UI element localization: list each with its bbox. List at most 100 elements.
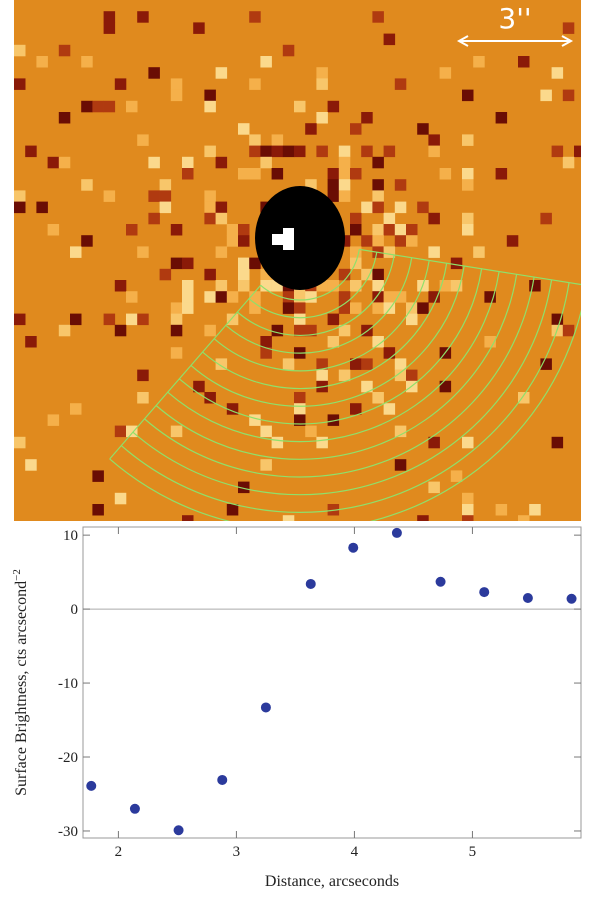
image-pixel — [226, 235, 239, 247]
image-pixel — [316, 145, 328, 158]
image-pixel — [92, 504, 104, 516]
data-point — [522, 593, 533, 604]
image-pixel — [294, 291, 306, 303]
image-pixel — [226, 291, 239, 303]
image-pixel — [372, 268, 384, 281]
image-pixel — [484, 291, 496, 303]
image-pixel — [81, 100, 93, 113]
image-pixel — [25, 459, 37, 471]
image-pixel — [36, 201, 48, 214]
image-pixel — [47, 414, 60, 426]
annulus-arc — [202, 263, 448, 390]
image-pixel — [58, 324, 71, 337]
image-pixel — [114, 492, 127, 505]
image-pixel — [305, 291, 317, 303]
image-pixel — [294, 302, 306, 314]
image-pixel — [361, 145, 373, 158]
y-tick-label: 0 — [71, 602, 79, 618]
image-pixel — [249, 168, 261, 180]
image-pixel — [394, 425, 407, 438]
image-pixel — [518, 515, 530, 521]
data-point — [260, 702, 271, 713]
image-pixel — [305, 123, 317, 135]
image-pixel — [294, 403, 306, 415]
x-tick-label: 3 — [233, 844, 241, 860]
image-pixel — [182, 257, 194, 270]
image-pixel — [439, 67, 452, 79]
annulus-arc — [213, 260, 430, 372]
image-pixel — [103, 190, 116, 202]
image-pixel — [148, 156, 160, 169]
image-pixel — [204, 324, 216, 337]
image-pixel — [271, 168, 284, 180]
image-pixel — [81, 179, 93, 191]
image-pixel — [282, 291, 295, 303]
image-pixel — [439, 380, 452, 393]
image-pixel — [215, 291, 228, 303]
image-pixel — [383, 212, 396, 225]
x-axis-label: Distance, arcseconds — [265, 873, 399, 890]
image-pixel — [327, 313, 340, 326]
image-pixel — [495, 112, 508, 124]
image-pixel — [170, 78, 183, 90]
image-pixel — [462, 515, 474, 521]
image-pixel — [462, 212, 474, 225]
image-pixel — [70, 313, 82, 326]
image-pixel — [170, 425, 183, 438]
image-pixel — [260, 336, 272, 348]
image-pixel — [350, 358, 362, 370]
image-pixel — [204, 190, 216, 202]
image-pixel — [114, 425, 127, 438]
annulus-arc — [109, 309, 581, 521]
image-pixel — [350, 280, 362, 292]
image-pixel — [137, 369, 149, 382]
image-pixel — [562, 324, 575, 337]
image-pixel — [14, 44, 26, 57]
image-pixel — [294, 145, 306, 158]
image-pixel — [70, 246, 82, 258]
image-pixel — [518, 392, 530, 404]
image-pixel — [204, 201, 216, 214]
image-pixel — [282, 145, 295, 158]
image-pixel — [226, 224, 239, 236]
image-pixel — [338, 190, 351, 202]
image-pixel — [204, 89, 216, 102]
image-pixel — [137, 246, 149, 258]
image-pixel — [238, 481, 250, 494]
image-pixel — [170, 347, 183, 359]
image-pixel — [361, 268, 373, 281]
image-pixel — [226, 313, 239, 326]
sky-image — [14, 0, 581, 521]
image-pixel — [316, 280, 328, 292]
image-pixel — [249, 11, 261, 23]
image-pixel — [372, 392, 384, 404]
image-pixel — [372, 11, 384, 23]
image-pixel — [350, 302, 362, 314]
image-pixel — [394, 224, 407, 236]
image-pixel — [14, 436, 26, 449]
image-pixel — [406, 235, 418, 247]
image-pixel — [428, 246, 440, 258]
image-pixel — [473, 246, 485, 258]
image-pixel — [215, 201, 228, 214]
annulus-arc — [225, 257, 413, 354]
image-pixel — [327, 100, 340, 113]
image-pixel — [114, 324, 127, 337]
image-pixel — [394, 369, 407, 382]
image-pixel — [249, 78, 261, 90]
wedge-edge — [109, 284, 262, 460]
image-pixel — [462, 89, 474, 102]
data-point — [173, 825, 184, 836]
image-pixel — [394, 201, 407, 214]
annulus-arc — [167, 271, 500, 443]
image-pixel — [305, 425, 317, 438]
image-pixel — [406, 224, 418, 236]
image-pixel — [383, 33, 396, 46]
y-tick-label: -20 — [58, 750, 78, 766]
image-pixel — [182, 168, 194, 180]
image-pixel — [372, 291, 384, 303]
image-pixel — [383, 246, 396, 258]
image-pixel — [529, 504, 541, 516]
annulus-arc — [144, 276, 535, 478]
